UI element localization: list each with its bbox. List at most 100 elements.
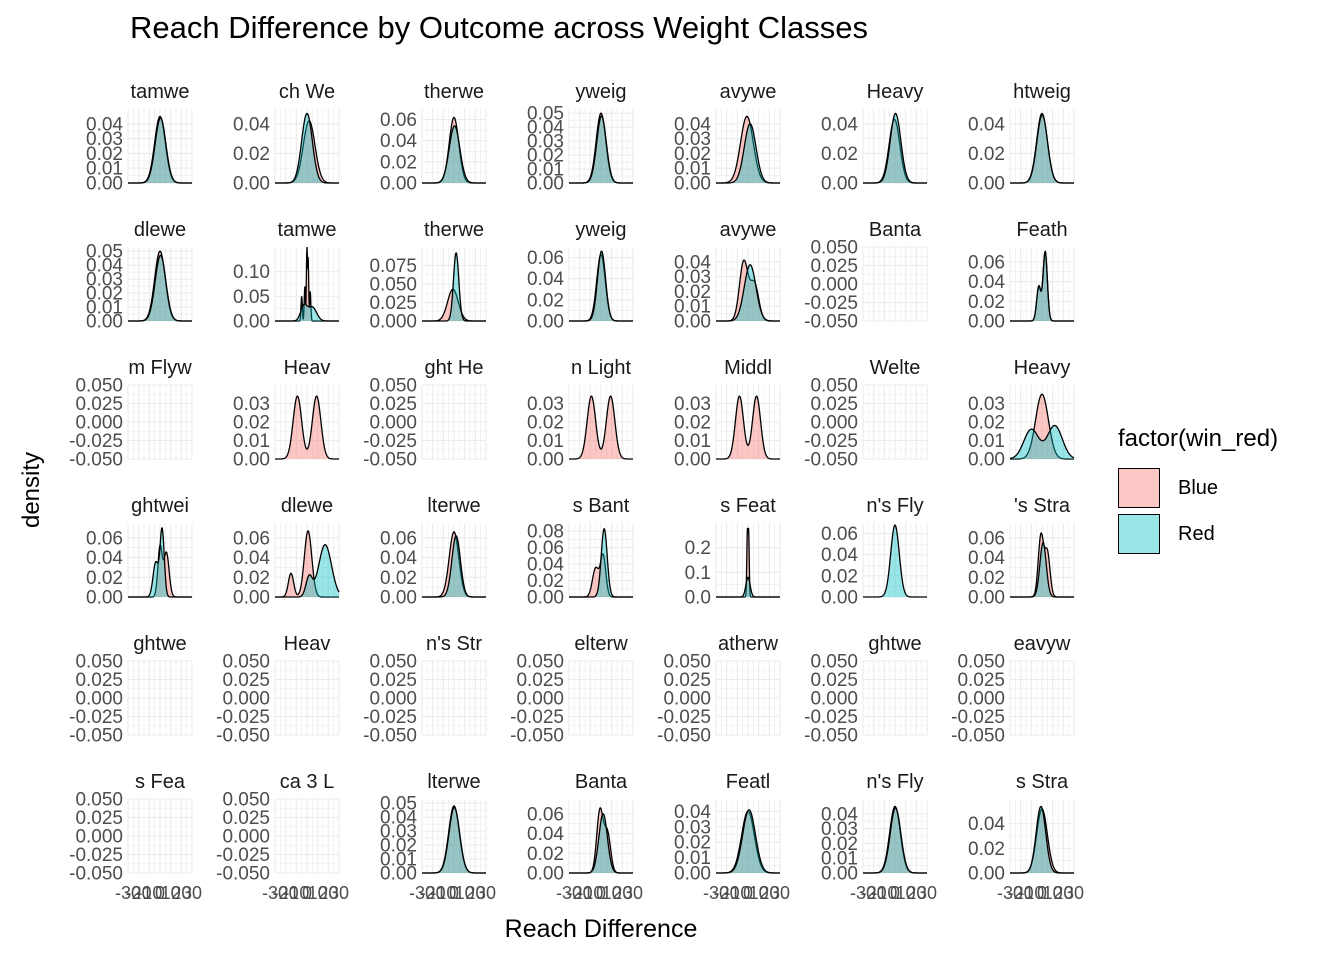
panel-14-strip-label: Feath (1016, 219, 1067, 241)
panel-18-ytick-label: 0.00 (527, 450, 564, 471)
x-axis-label: Reach Difference (504, 915, 698, 943)
panel-42-xtick-label: 0 (1037, 883, 1047, 903)
panel-30-ytick-label: 0.050 (222, 652, 270, 673)
panel-41-xtick-label: -30 (850, 883, 876, 903)
panel-38-ytick-label: 0.00 (380, 864, 417, 885)
panel-7-density-line-red (1010, 114, 1074, 184)
panel-8-ytick-label: 0.01 (86, 298, 123, 319)
panel-40-xtick-label: -20 (714, 883, 740, 903)
panel-36-xtick-label: 20 (171, 883, 191, 903)
panel-11-ytick-label: 0.04 (527, 269, 564, 290)
panel-16-ytick-label: 0.01 (233, 431, 270, 452)
panel-32-ytick-label: -0.025 (510, 707, 564, 728)
panel-18-strip-label: n Light (571, 357, 631, 379)
panel-3-ytick-label: 0.04 (380, 131, 417, 152)
panel-41-density-line-red (863, 807, 927, 874)
panel-20-ytick-label: 0.000 (810, 413, 858, 434)
panel-20-ytick-label: 0.025 (810, 394, 858, 415)
panel-3-density-blue (422, 117, 486, 183)
panel-3-ytick-label: 0.02 (380, 152, 417, 173)
panel-38-strip-label: lterwe (427, 771, 480, 793)
panel-27-ytick-label: 0.04 (821, 545, 858, 566)
panel-42-ytick-label: 0.02 (968, 839, 1005, 860)
panel-35-ytick-label: -0.050 (951, 726, 1005, 747)
panel-41-ytick-label: 0.00 (821, 864, 858, 885)
panel-38-ytick-label: 0.02 (380, 836, 417, 857)
panel-38-xtick-label: -20 (420, 883, 446, 903)
panel-4-density-red (569, 115, 633, 183)
panel-3-density-line-red (422, 125, 486, 184)
panel-16-ytick-label: 0.02 (233, 413, 270, 434)
panel-1-density-blue (128, 116, 192, 183)
panel-12-ytick-label: 0.00 (674, 312, 711, 333)
panel-26-ytick-label: 0.2 (685, 538, 711, 559)
panel-7-ytick-label: 0.02 (968, 144, 1005, 165)
panel-42-xtick-label: -30 (997, 883, 1023, 903)
panel-16-ytick-label: 0.00 (233, 450, 270, 471)
panel-32-ytick-label: 0.050 (516, 652, 564, 673)
panel-31-ytick-label: -0.050 (363, 726, 417, 747)
panel-19-ytick-label: 0.01 (674, 431, 711, 452)
panel-30-ytick-label: 0.000 (222, 689, 270, 710)
panel-7-density-red (1010, 114, 1074, 183)
panel-4-ytick-label: 0.04 (527, 118, 564, 139)
panel-28-ytick-label: 0.02 (968, 568, 1005, 589)
panel-24-ytick-label: 0.06 (380, 528, 417, 549)
panel-15-ytick-label: 0.050 (75, 376, 123, 397)
panel-25-density-blue (569, 553, 633, 597)
panel-14-ytick-label: 0.00 (968, 312, 1005, 333)
panel-22-strip-label: ghtwei (131, 495, 189, 517)
panel-37-strip-label: ca 3 L (280, 771, 334, 793)
panel-41-ytick-label: 0.01 (821, 849, 858, 870)
legend-label-blue: Blue (1178, 476, 1219, 499)
panel-35-ytick-label: -0.025 (951, 707, 1005, 728)
legend-key-red (1118, 514, 1160, 554)
panel-6-ytick-label: 0.02 (821, 144, 858, 165)
legend-item-red: Red (1118, 511, 1278, 557)
panel-1-ytick-label: 0.04 (86, 114, 123, 135)
panel-41-xtick-label: 0 (890, 883, 900, 903)
panel-24-strip-label: lterwe (427, 495, 480, 517)
panel-18-ytick-label: 0.03 (527, 394, 564, 415)
panel-27-density-red (863, 525, 927, 597)
panel-40-xtick-label: -30 (703, 883, 729, 903)
panel-1-density-line-red (128, 117, 192, 184)
panel-35-strip-label: eavyw (1014, 633, 1071, 655)
panel-27-strip-label: n's Fly (866, 495, 923, 517)
panel-14-ytick-label: 0.06 (968, 252, 1005, 273)
panel-25-density-line-red (569, 527, 633, 598)
panel-37-xtick-label: 30 (329, 883, 349, 903)
panel-37-xtick-label: 10 (308, 883, 328, 903)
panel-17-ytick-label: 0.000 (369, 413, 417, 434)
panel-9-ytick-label: 0.10 (233, 262, 270, 283)
panel-38-ytick-label: 0.05 (380, 794, 417, 815)
panel-25-ytick-label: 0.06 (527, 538, 564, 559)
panel-9-strip-label: tamwe (278, 219, 337, 241)
panel-41-xtick-label: 10 (896, 883, 916, 903)
panel-17-ytick-label: -0.050 (363, 450, 417, 471)
panel-37-ytick-label: 0.050 (222, 790, 270, 811)
panel-40-ytick-label: 0.02 (674, 833, 711, 854)
panel-34-ytick-label: -0.025 (804, 707, 858, 728)
panel-34-ytick-label: 0.000 (810, 689, 858, 710)
panel-31-ytick-label: 0.025 (369, 670, 417, 691)
panel-19-ytick-label: 0.03 (674, 394, 711, 415)
panel-28-ytick-label: 0.06 (968, 528, 1005, 549)
legend-title: factor(win_red) (1118, 425, 1279, 452)
panel-37-ytick-label: -0.050 (216, 864, 270, 885)
panel-14-density-red (1010, 251, 1074, 321)
panel-26-ytick-label: 0.0 (685, 588, 711, 609)
panel-17-strip-label: ght He (425, 357, 484, 379)
panel-13-ytick-label: 0.050 (810, 238, 858, 259)
panel-18-ytick-label: 0.02 (527, 413, 564, 434)
panel-37-xtick-label: -20 (273, 883, 299, 903)
panel-29-ytick-label: 0.050 (75, 652, 123, 673)
panel-31-strip-label: n's Str (426, 633, 482, 655)
panel-39-xtick-label: -20 (567, 883, 593, 903)
panel-16-ytick-label: 0.03 (233, 394, 270, 415)
panel-38-ytick-label: 0.03 (380, 822, 417, 843)
panel-22-ytick-label: 0.02 (86, 568, 123, 589)
panel-37-ytick-label: 0.000 (222, 827, 270, 848)
panel-29-ytick-label: -0.025 (69, 707, 123, 728)
